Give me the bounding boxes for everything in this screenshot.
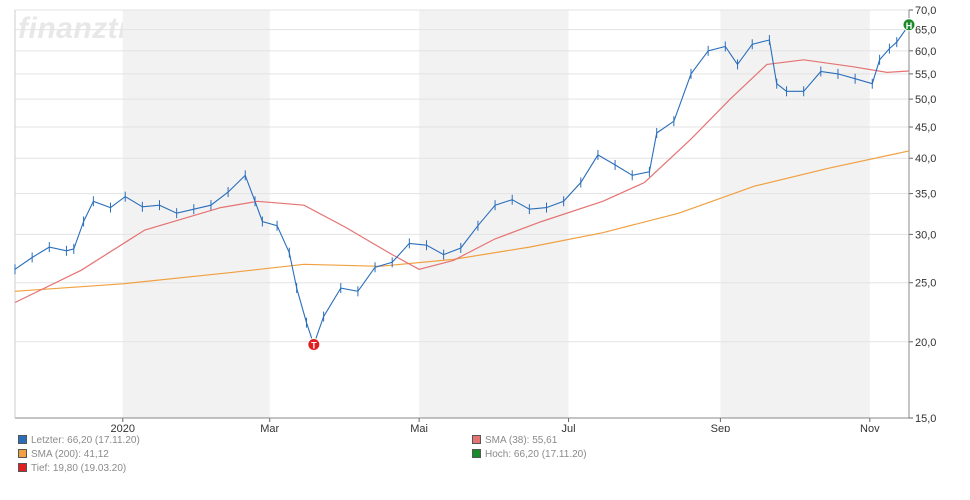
y-tick-label-4: 35,0 bbox=[915, 189, 936, 201]
high-marker-label: H bbox=[906, 21, 913, 31]
price-chart: 15,0 20,0 25,0 30,0 35,0 40,0 45,0 50,0 55,0 60,0… bbox=[14, 5, 936, 432]
shaded-band-2 bbox=[720, 10, 870, 418]
y-tick-label-11: 70,0 bbox=[915, 5, 936, 17]
price-line bbox=[14, 24, 910, 347]
legend-last-swatch bbox=[18, 434, 27, 444]
high-marker bbox=[902, 18, 916, 32]
legend-sma38: SMA (38): 55,61 bbox=[472, 434, 557, 448]
low-marker-label: T bbox=[311, 340, 317, 350]
sma38-line bbox=[14, 59, 910, 304]
legend-high: Hoch: 66,20 (17.11.20) bbox=[472, 448, 587, 462]
chart-legend: Letzter: 66,20 (17.11.20) SMA (38): 55,6… bbox=[0, 432, 970, 492]
y-tick-label-5: 40,0 bbox=[915, 153, 936, 165]
x-tick-label-0: 2020 bbox=[111, 423, 135, 432]
y-tick-label-8: 55,0 bbox=[915, 69, 936, 81]
legend-last-text: Letzter: 66,20 (17.11.20) bbox=[31, 435, 140, 446]
legend-low-text: Tief: 19,80 (19.03.20) bbox=[31, 463, 127, 474]
y-tick-label-7: 50,0 bbox=[915, 94, 936, 106]
legend-sma38-swatch bbox=[472, 434, 481, 444]
y-tick-label-3: 30,0 bbox=[915, 229, 936, 241]
y-tick-label-10: 65,0 bbox=[915, 25, 936, 37]
x-tick-label-1: Mar bbox=[260, 423, 279, 432]
legend-sma38-text: SMA (38): 55,61 bbox=[485, 435, 558, 446]
y-tick-label-2: 25,0 bbox=[915, 278, 936, 290]
y-tick-label-9: 60,0 bbox=[915, 46, 936, 58]
legend-sma200-text: SMA (200): 41,12 bbox=[31, 449, 109, 460]
x-tick-label-4: Sep bbox=[711, 423, 731, 432]
shaded-band-1 bbox=[419, 10, 569, 418]
y-tick-label-0: 15,0 bbox=[915, 413, 936, 425]
legend-high-swatch bbox=[472, 448, 481, 458]
x-tick-label-3: Jul bbox=[562, 423, 576, 432]
shaded-band-0 bbox=[122, 10, 270, 418]
legend-low-swatch bbox=[18, 462, 27, 472]
sma200-line bbox=[14, 150, 910, 292]
legend-sma200-swatch bbox=[18, 448, 27, 458]
legend-last: Letzter: 66,20 (17.11.20) bbox=[18, 434, 140, 448]
x-tick-label-2: Mai bbox=[410, 423, 428, 432]
legend-low: Tief: 19,80 (19.03.20) bbox=[18, 462, 126, 476]
y-tick-label-6: 45,0 bbox=[915, 122, 936, 134]
y-tick-label-1: 20,0 bbox=[915, 337, 936, 349]
x-tick-label-5: Nov bbox=[860, 423, 880, 432]
legend-high-text: Hoch: 66,20 (17.11.20) bbox=[485, 449, 587, 460]
legend-sma200: SMA (200): 41,12 bbox=[18, 448, 109, 462]
low-marker bbox=[307, 337, 321, 351]
